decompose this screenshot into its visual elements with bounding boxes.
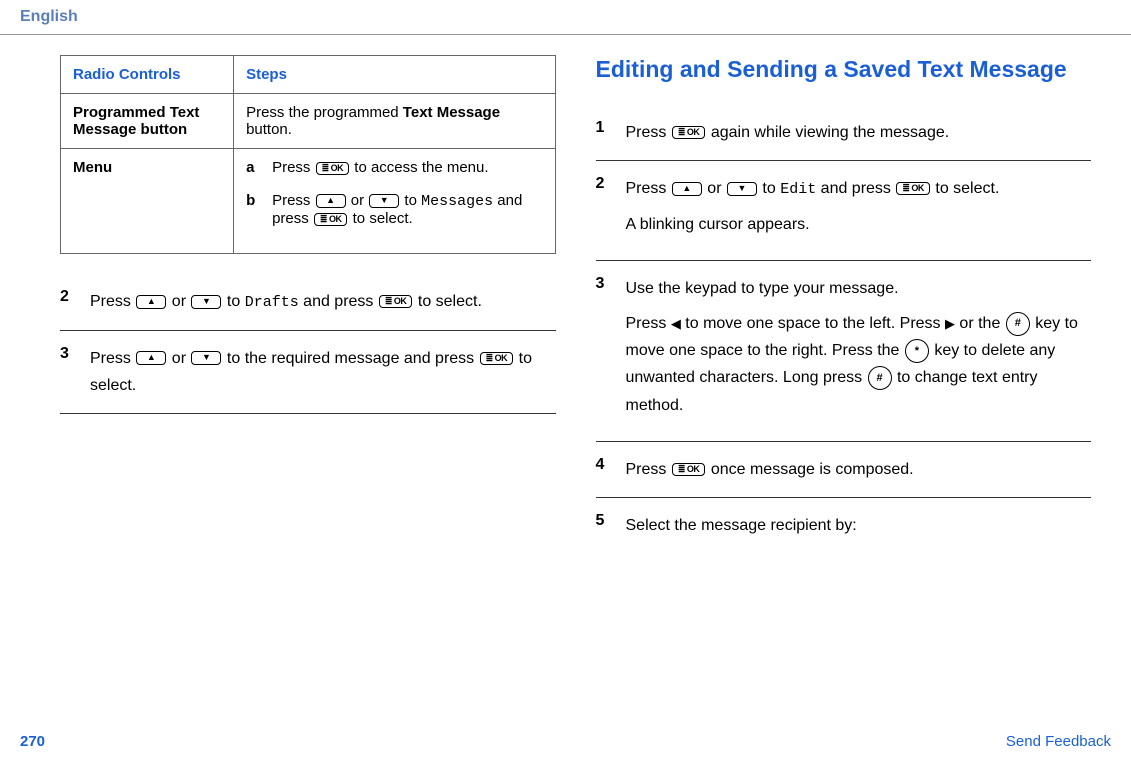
ok-key-icon: ≣ OK (480, 352, 514, 365)
up-key-icon (136, 351, 166, 365)
right-step-3: 3 Use the keypad to type your message. P… (596, 261, 1092, 442)
down-key-icon (369, 194, 399, 208)
main-content: Radio Controls Steps Programmed Text Mes… (0, 35, 1131, 553)
table-row: Programmed Text Message button Press the… (61, 94, 556, 149)
step-number: 5 (596, 512, 612, 539)
table-row: Menu a Press ≣ OK to access the menu. b (61, 149, 556, 254)
right-step-2: 2 Press or to Edit and press ≣ OK to sel… (596, 161, 1092, 261)
menu-steps: a Press ≣ OK to access the menu. b Press… (234, 149, 555, 254)
send-feedback-link[interactable]: Send Feedback (1006, 733, 1111, 750)
up-key-icon (316, 194, 346, 208)
step3-line1: Use the keypad to type your message. (626, 275, 1092, 302)
step-body: Select the message recipient by: (626, 512, 1092, 539)
table-header-controls: Radio Controls (61, 56, 234, 94)
down-key-icon (191, 295, 221, 309)
left-step-2: 2 Press or to Drafts and press ≣ OK to s… (60, 274, 556, 331)
substep-b-text: Press or to Messages and press ≣ OK to s… (272, 192, 542, 227)
section-title: Editing and Sending a Saved Text Message (596, 55, 1092, 85)
page-header: English (0, 0, 1131, 35)
star-key-icon: * (905, 339, 929, 363)
step-body: Press or to Edit and press ≣ OK to selec… (626, 175, 1092, 246)
ok-key-icon: ≣ OK (314, 213, 348, 226)
right-arrow-icon (945, 315, 955, 332)
cursor-note: A blinking cursor appears. (626, 211, 1092, 238)
step-body: Press or to the required message and pre… (90, 345, 556, 399)
step-body: Press ≣ OK again while viewing the messa… (626, 119, 1092, 146)
radio-controls-table: Radio Controls Steps Programmed Text Mes… (60, 55, 556, 254)
page-footer: 270 Send Feedback (20, 733, 1111, 750)
substep-a-text: Press ≣ OK to access the menu. (272, 159, 488, 176)
step-number: 3 (596, 275, 612, 427)
step-body: Press ≣ OK once message is composed. (626, 456, 1092, 483)
step-number: 3 (60, 345, 76, 399)
down-key-icon (727, 182, 757, 196)
step-number: 2 (60, 288, 76, 316)
left-step-3: 3 Press or to the required message and p… (60, 331, 556, 414)
right-step-4: 4 Press ≣ OK once message is composed. (596, 442, 1092, 498)
table-header-steps: Steps (234, 56, 555, 94)
step-number: 4 (596, 456, 612, 483)
step-body: Use the keypad to type your message. Pre… (626, 275, 1092, 427)
right-column: Editing and Sending a Saved Text Message… (596, 55, 1092, 553)
step-body: Press or to Drafts and press ≣ OK to sel… (90, 288, 556, 316)
ok-key-icon: ≣ OK (896, 182, 930, 195)
menu-label: Menu (61, 149, 234, 254)
up-key-icon (672, 182, 702, 196)
right-step-1: 1 Press ≣ OK again while viewing the mes… (596, 105, 1092, 161)
step3-line2: Press to move one space to the left. Pre… (626, 310, 1092, 419)
step-number: 1 (596, 119, 612, 146)
hash-key-icon: # (1006, 312, 1030, 336)
ok-key-icon: ≣ OK (672, 126, 706, 139)
programmed-button-steps: Press the programmed Text Message button… (234, 94, 555, 149)
substep-a-letter: a (246, 159, 260, 176)
ok-key-icon: ≣ OK (672, 463, 706, 476)
programmed-button-label: Programmed Text Message button (61, 94, 234, 149)
page-number: 270 (20, 733, 45, 750)
hash-key-icon: # (868, 366, 892, 390)
substep-b-letter: b (246, 192, 260, 227)
right-step-5: 5 Select the message recipient by: (596, 498, 1092, 553)
down-key-icon (191, 351, 221, 365)
step-number: 2 (596, 175, 612, 246)
ok-key-icon: ≣ OK (316, 162, 350, 175)
up-key-icon (136, 295, 166, 309)
ok-key-icon: ≣ OK (379, 295, 413, 308)
left-column: Radio Controls Steps Programmed Text Mes… (60, 55, 556, 553)
language-label: English (20, 8, 78, 25)
left-arrow-icon (671, 315, 681, 332)
